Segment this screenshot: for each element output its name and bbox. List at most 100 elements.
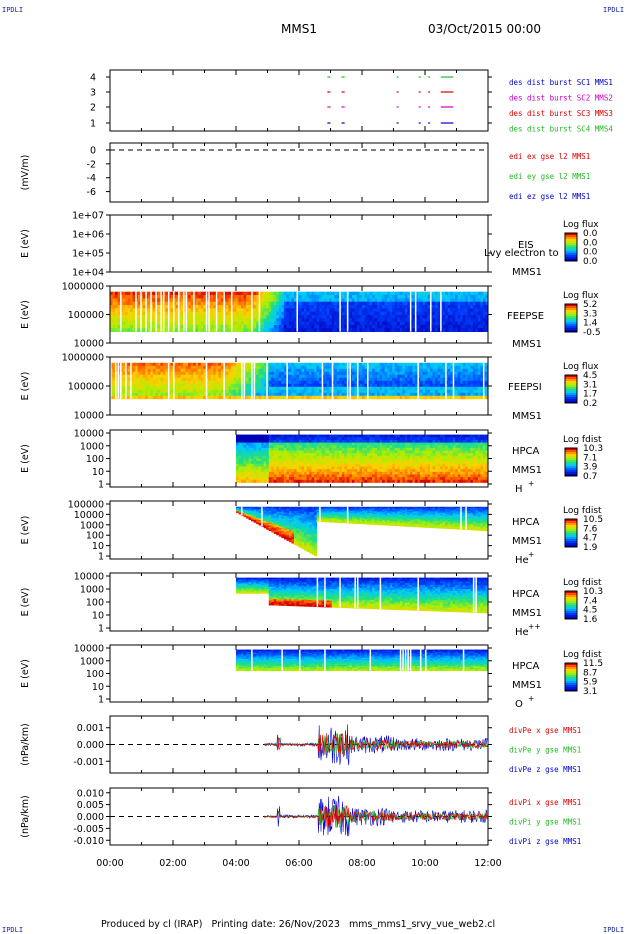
feepse-gap xyxy=(162,291,165,332)
feepse-cell xyxy=(442,291,446,296)
feepse-cell xyxy=(427,291,431,296)
feepsi-cell xyxy=(283,362,287,367)
hpca-h-cell xyxy=(354,442,358,446)
hpca-h-cell xyxy=(256,453,260,457)
feepsi-cell xyxy=(430,362,433,367)
edi-y-tick-label: -2 xyxy=(87,159,96,170)
edi-legend-entry: edi ey gse l2 MMS1 xyxy=(509,172,590,181)
hpca-h-cell xyxy=(349,445,353,449)
feepse-cell xyxy=(195,311,199,316)
feepsi-cell xyxy=(374,380,378,385)
feepse-cell xyxy=(367,311,370,316)
feepsi-cell xyxy=(137,383,141,388)
feepsi-cell xyxy=(180,368,184,373)
feepsi-cell xyxy=(218,392,222,397)
feepsi-cell xyxy=(364,389,368,394)
feepse-cell xyxy=(281,328,285,332)
feepsi-cell xyxy=(477,389,481,394)
feepse-cell xyxy=(147,328,151,332)
feepse-cell xyxy=(480,305,484,309)
hpca-h-cell xyxy=(319,477,323,481)
feepse-cell xyxy=(248,295,252,299)
feepse-cell xyxy=(362,328,365,332)
hpca-h-cell xyxy=(334,479,338,483)
feepse-cell xyxy=(457,295,461,299)
feepse-cell xyxy=(475,321,479,326)
feepsi-cell xyxy=(339,377,343,382)
hpca-h-cell xyxy=(263,463,267,467)
feepse-cell xyxy=(452,324,456,329)
feepsi-cell xyxy=(460,371,464,376)
feepsi-cell xyxy=(316,380,320,385)
feepsi-cell xyxy=(263,374,267,379)
feepse-colorbar-cell xyxy=(565,320,577,323)
hpca-h-cell xyxy=(372,479,375,483)
feepsi-cell xyxy=(137,374,141,379)
feepse-cell xyxy=(480,301,484,306)
feepse-cell xyxy=(266,291,270,296)
feepse-cell xyxy=(281,308,285,313)
feepse-cell xyxy=(452,305,456,309)
feepsi-colorbar-cell xyxy=(565,395,577,398)
feepse-cell xyxy=(432,314,436,319)
hpca-h-cell xyxy=(273,471,277,475)
feepse-cell xyxy=(210,314,214,319)
feepse-cell xyxy=(236,291,239,296)
feepsi-cell xyxy=(309,380,312,385)
hpca-h-cell xyxy=(268,439,272,443)
feepsi-cell xyxy=(145,395,149,400)
feepsi-cell xyxy=(432,380,436,385)
feepsi-cell xyxy=(334,392,338,397)
feepse-cell xyxy=(384,318,388,323)
feepsi-colorbar-tick: 1.7 xyxy=(583,390,597,400)
feepsi-cell xyxy=(228,383,232,388)
eis-y-tick-label: 1e+07 xyxy=(72,211,104,222)
feepse-cell xyxy=(238,308,242,313)
feepse-cell xyxy=(336,328,340,332)
feepsi-cell xyxy=(135,389,139,394)
feepsi-cell xyxy=(155,395,159,400)
feepse-gap xyxy=(120,291,122,332)
feepsi-cell xyxy=(339,386,343,391)
feepse-cell xyxy=(175,301,179,306)
feepsi-cell xyxy=(261,365,265,370)
feepse-cell xyxy=(132,301,136,306)
feepsi-cell xyxy=(394,371,398,376)
feepsi-cell xyxy=(419,392,423,397)
feepse-cell xyxy=(387,301,391,306)
feepse-cell xyxy=(243,295,247,299)
hpca-h-cell xyxy=(263,474,267,478)
feepsi-cell xyxy=(372,377,375,382)
feepse-cell xyxy=(419,291,423,296)
feepsi-cell xyxy=(283,380,287,385)
feepse-cell xyxy=(462,324,466,329)
feepsi-gap xyxy=(445,362,447,399)
hpca-h-cell xyxy=(356,434,360,438)
feepsi-cell xyxy=(374,392,378,397)
feepsi-cell xyxy=(203,383,207,388)
feepse-cell xyxy=(374,328,378,332)
feepse-cell xyxy=(455,295,459,299)
feepsi-cell xyxy=(377,368,381,373)
feepsi-cell xyxy=(369,392,373,397)
hpca-h-cell xyxy=(266,434,270,438)
feepse-cell xyxy=(452,295,456,299)
feepsi-cell xyxy=(392,392,396,397)
feepsi-cell xyxy=(288,380,292,385)
feepse-cell xyxy=(354,314,358,319)
hpca-h-cell xyxy=(251,439,255,443)
feepse-cell xyxy=(384,311,388,316)
feepse-cell xyxy=(253,321,257,326)
hpca-h-cell xyxy=(299,437,302,441)
feepsi-cell xyxy=(180,371,184,376)
feepse-cell xyxy=(110,321,113,326)
hpca-h-cell xyxy=(374,453,378,457)
feepse-cell xyxy=(268,324,272,329)
feepsi-cell xyxy=(203,377,207,382)
feepsi-cell xyxy=(220,380,224,385)
hpca-h-cell xyxy=(309,461,312,465)
feepsi-cell xyxy=(195,371,199,376)
hpca-h-cell xyxy=(271,466,275,470)
feepse-cell xyxy=(455,298,459,303)
feepse-cell xyxy=(283,298,287,303)
